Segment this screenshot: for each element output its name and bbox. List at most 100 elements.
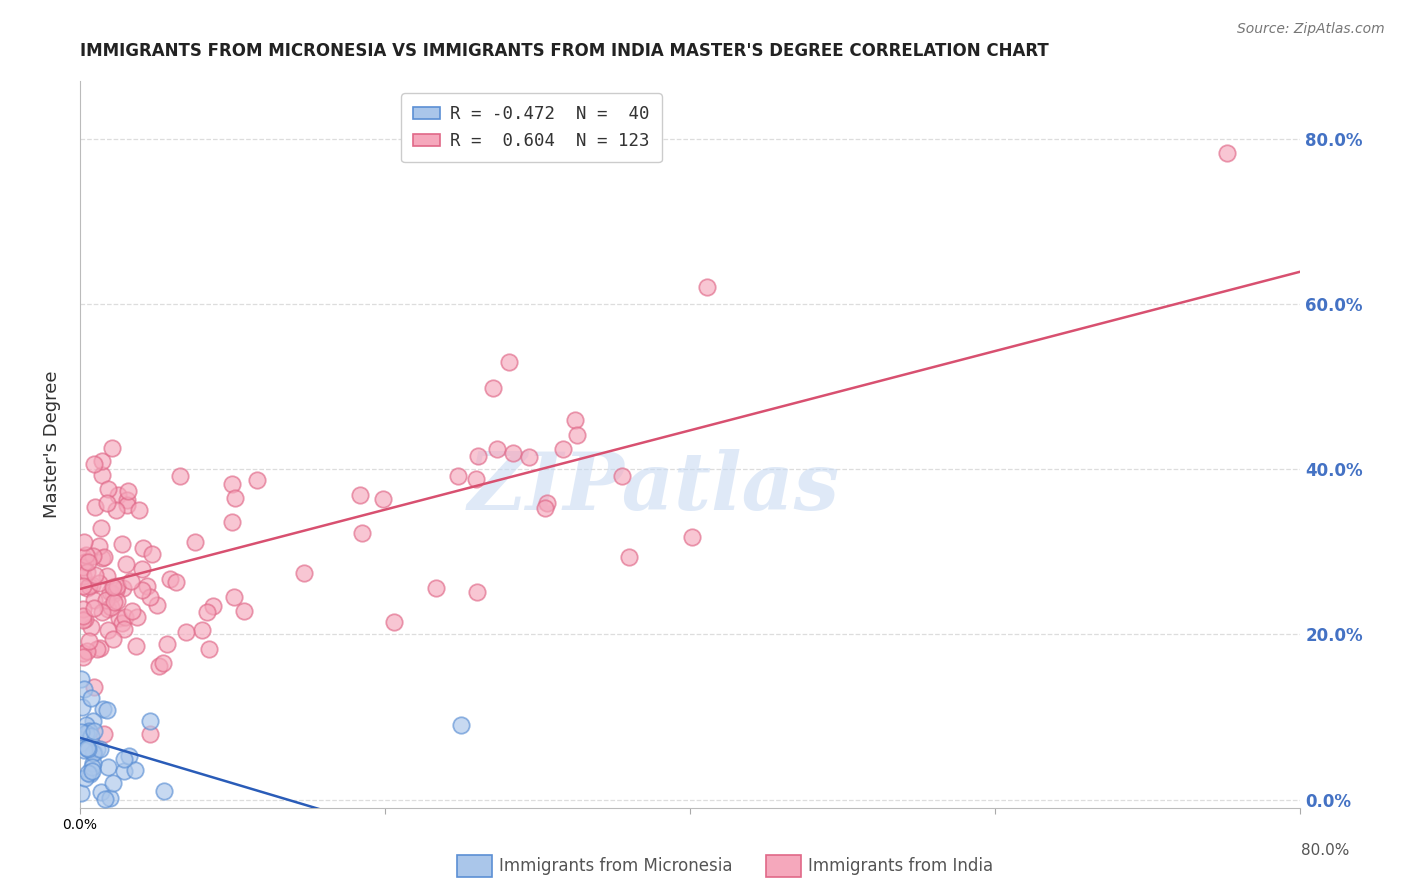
Point bbox=[165, 574, 187, 589]
Point bbox=[467, 450, 489, 464]
Point bbox=[221, 477, 243, 491]
Point bbox=[72, 649, 94, 664]
Text: IMMIGRANTS FROM MICRONESIA VS IMMIGRANTS FROM INDIA MASTER'S DEGREE CORRELATION : IMMIGRANTS FROM MICRONESIA VS IMMIGRANTS… bbox=[80, 42, 1049, 60]
Point bbox=[97, 760, 120, 774]
Point bbox=[87, 539, 110, 553]
Point bbox=[82, 759, 104, 773]
Point bbox=[104, 503, 127, 517]
Legend: R = -0.472  N =  40, R =  0.604  N = 123: R = -0.472 N = 40, R = 0.604 N = 123 bbox=[401, 93, 662, 162]
Point bbox=[105, 579, 128, 593]
Point bbox=[447, 469, 470, 483]
Point bbox=[233, 604, 256, 618]
Point bbox=[482, 381, 505, 395]
Point bbox=[70, 672, 93, 686]
Point bbox=[112, 764, 135, 778]
Point bbox=[125, 639, 148, 653]
Point bbox=[90, 521, 112, 535]
Point bbox=[224, 491, 246, 505]
Point bbox=[156, 637, 179, 651]
Point bbox=[371, 491, 394, 506]
Point bbox=[131, 541, 153, 556]
Point bbox=[96, 703, 118, 717]
Text: Immigrants from Micronesia: Immigrants from Micronesia bbox=[499, 857, 733, 875]
Point bbox=[195, 605, 218, 619]
Point bbox=[80, 764, 103, 778]
Point bbox=[103, 776, 125, 790]
Point bbox=[83, 601, 105, 615]
Point bbox=[138, 714, 160, 729]
Point bbox=[152, 656, 174, 670]
Point bbox=[617, 549, 640, 564]
Point bbox=[382, 615, 405, 630]
Point bbox=[76, 741, 98, 756]
Point bbox=[553, 442, 575, 456]
Point bbox=[101, 632, 124, 647]
Point bbox=[131, 562, 153, 576]
Point bbox=[292, 566, 315, 581]
Point bbox=[89, 640, 111, 655]
Point bbox=[72, 613, 94, 627]
Point bbox=[425, 581, 447, 595]
Point bbox=[77, 724, 100, 739]
Point bbox=[120, 574, 142, 588]
Point bbox=[70, 786, 93, 800]
Point bbox=[100, 599, 122, 614]
Point bbox=[152, 784, 174, 798]
Point bbox=[565, 428, 588, 442]
Point bbox=[72, 578, 94, 592]
Point bbox=[115, 557, 138, 571]
Point bbox=[76, 582, 98, 596]
Point bbox=[91, 605, 114, 619]
Point bbox=[82, 549, 104, 563]
Point bbox=[112, 622, 135, 636]
Point bbox=[352, 526, 374, 541]
Point bbox=[75, 548, 97, 562]
Point bbox=[73, 682, 96, 697]
Point bbox=[502, 445, 524, 459]
Point bbox=[536, 496, 558, 510]
Point bbox=[184, 535, 207, 549]
Point bbox=[83, 746, 105, 760]
Point bbox=[77, 555, 100, 569]
Point bbox=[104, 582, 127, 597]
Point bbox=[246, 473, 269, 487]
Point bbox=[465, 472, 488, 486]
Point bbox=[118, 749, 141, 764]
Point bbox=[79, 767, 101, 781]
Point bbox=[72, 559, 94, 574]
Point bbox=[111, 537, 134, 551]
Point bbox=[96, 496, 118, 510]
Point bbox=[681, 529, 703, 543]
Point bbox=[76, 565, 98, 579]
Point bbox=[86, 741, 108, 756]
Point bbox=[72, 568, 94, 582]
Point bbox=[139, 726, 162, 740]
Point bbox=[73, 771, 96, 785]
Y-axis label: Master's Degree: Master's Degree bbox=[44, 370, 60, 518]
Point bbox=[108, 611, 131, 625]
Point bbox=[112, 581, 135, 595]
Point bbox=[91, 468, 114, 483]
Point bbox=[93, 549, 115, 564]
Point bbox=[450, 718, 472, 732]
Point bbox=[90, 454, 112, 468]
Point bbox=[202, 599, 225, 613]
Point bbox=[83, 457, 105, 471]
Point bbox=[84, 568, 107, 582]
Point bbox=[83, 723, 105, 738]
Point bbox=[101, 587, 124, 601]
Point bbox=[191, 623, 214, 637]
Point bbox=[77, 579, 100, 593]
Point bbox=[148, 658, 170, 673]
Point bbox=[103, 595, 125, 609]
Point bbox=[82, 756, 104, 771]
Point bbox=[222, 590, 245, 604]
Point bbox=[72, 550, 94, 565]
Point bbox=[128, 503, 150, 517]
Text: Source: ZipAtlas.com: Source: ZipAtlas.com bbox=[1237, 22, 1385, 37]
Point bbox=[534, 500, 557, 515]
Point bbox=[70, 724, 93, 739]
Point bbox=[72, 601, 94, 615]
Point bbox=[564, 412, 586, 426]
Point bbox=[82, 714, 104, 728]
